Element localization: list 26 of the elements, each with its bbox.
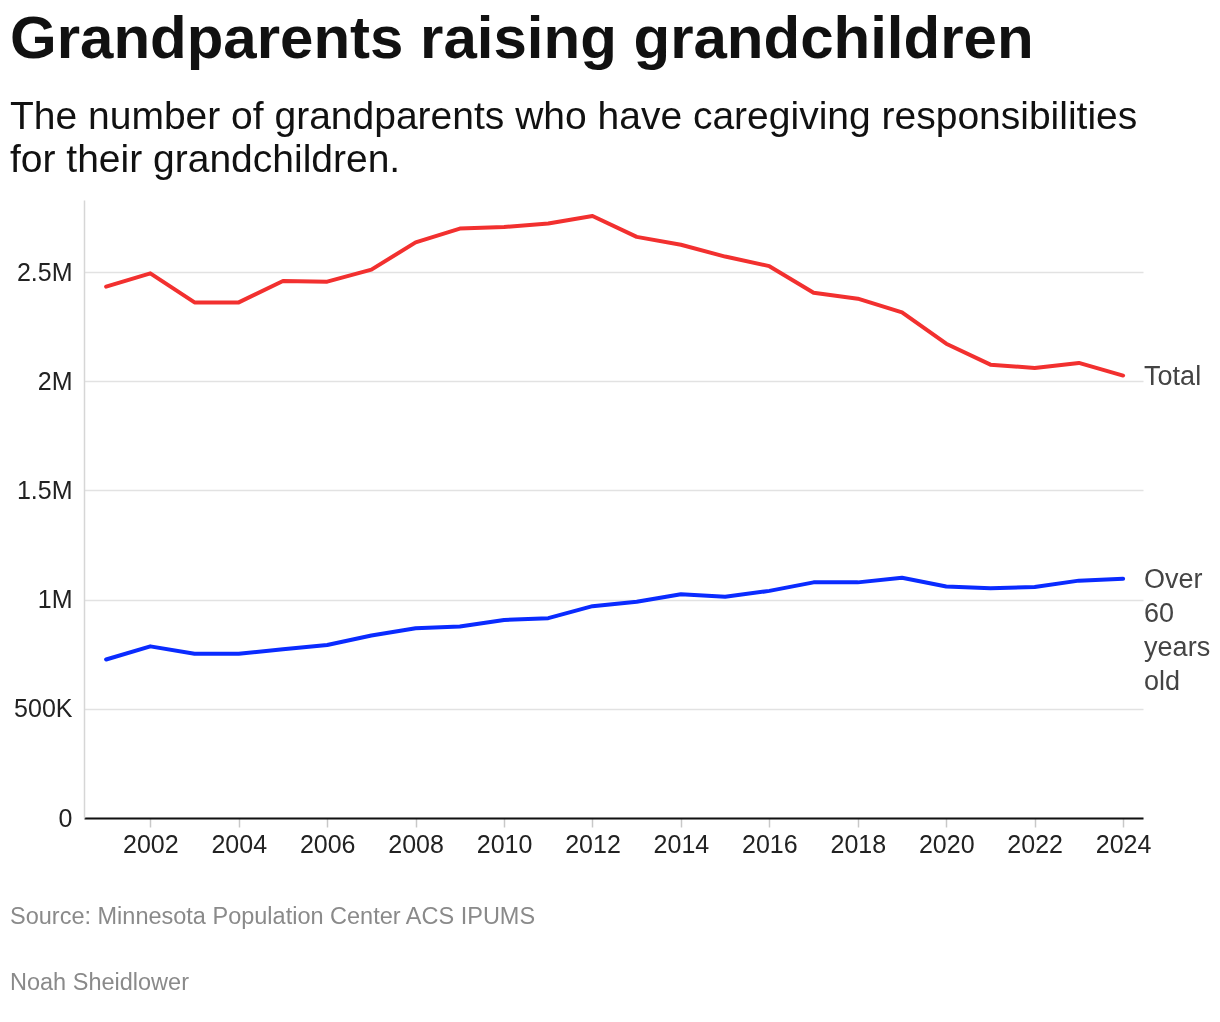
x-tick-label: 2004 xyxy=(211,829,268,858)
chart-title: Grandparents raising grandchildren xyxy=(10,3,1034,73)
chart-subtitle: The number of grandparents who have caregiving responsibilities for their grandchildren. xyxy=(10,94,1139,180)
x-tick-label: 2016 xyxy=(742,829,798,858)
x-tick-label: 2006 xyxy=(299,829,356,858)
x-tick-label: 2020 xyxy=(918,829,975,858)
x-tick-label: 2022 xyxy=(1007,829,1063,858)
x-tick-label: 2024 xyxy=(1095,829,1152,858)
y-tick-label: 2.5M xyxy=(16,257,73,286)
y-tick-label: 2M xyxy=(37,366,73,395)
x-tick-label: 2018 xyxy=(830,829,887,858)
y-tick-label: 500K xyxy=(14,694,73,723)
y-tick-label: 1M xyxy=(37,585,73,614)
x-tick-label: 2008 xyxy=(388,829,444,858)
y-tick-label: 1.5M xyxy=(16,475,73,504)
source-note: Source: Minnesota Population Center ACS IPUMS xyxy=(10,903,536,930)
line-series xyxy=(104,575,1126,662)
x-tick-label: 2014 xyxy=(653,829,710,858)
series-label: Over 60 years old xyxy=(1144,563,1211,696)
series-label: Total xyxy=(1144,360,1202,391)
x-tick-label: 2012 xyxy=(565,829,621,858)
x-tick-label: 2010 xyxy=(476,829,533,858)
y-tick-label: 0 xyxy=(58,803,73,832)
x-tick-label: 2002 xyxy=(123,829,179,858)
line-series xyxy=(104,213,1126,378)
text: Noah Sheidlower xyxy=(10,969,189,996)
